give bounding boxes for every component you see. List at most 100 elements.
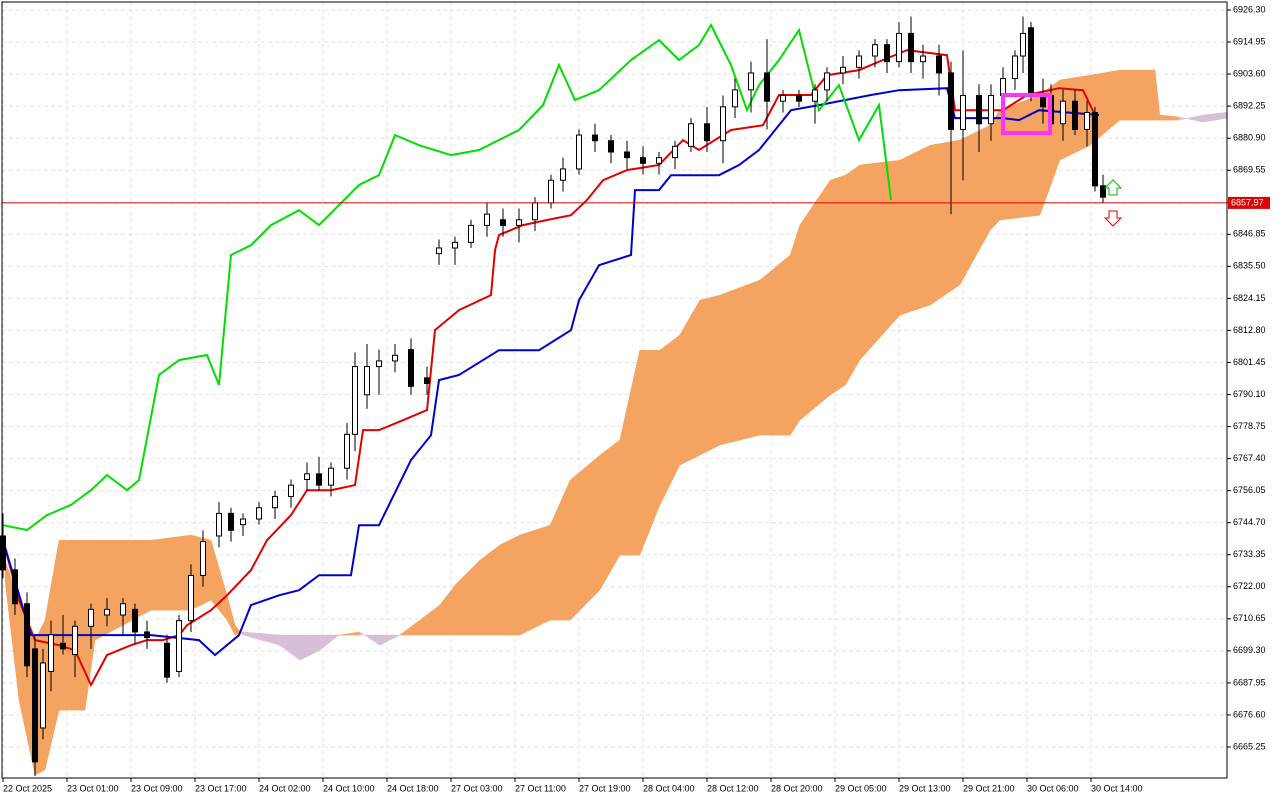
candle-body xyxy=(144,631,150,639)
candle-body xyxy=(500,219,506,226)
candle-body xyxy=(856,55,862,68)
candle-body xyxy=(1020,32,1026,57)
x-tick-label: 29 Oct 21:00 xyxy=(963,783,1015,793)
candle-body xyxy=(364,366,370,396)
candle-body xyxy=(872,44,878,57)
down-arrow xyxy=(1103,210,1123,227)
candle-body xyxy=(704,123,710,142)
x-tick-label: 28 Oct 20:00 xyxy=(771,783,823,793)
candle-body xyxy=(532,202,538,221)
x-tick-label: 27 Oct 11:00 xyxy=(515,783,566,793)
y-tick-label: 6699.30 xyxy=(1233,645,1266,655)
candle-body xyxy=(436,247,442,255)
candle-body xyxy=(120,603,126,616)
candle-body xyxy=(1092,111,1098,187)
y-tick-label: 6687.95 xyxy=(1233,677,1266,687)
candle-body xyxy=(0,535,6,571)
candle-body xyxy=(840,66,846,74)
candle-body xyxy=(176,620,182,672)
cloud-segment xyxy=(829,174,846,396)
candle-body xyxy=(256,507,262,520)
candle-body xyxy=(452,241,458,249)
y-tick-label: 6812.80 xyxy=(1233,325,1266,335)
candle-body xyxy=(812,89,818,102)
cloud-segment xyxy=(899,144,931,316)
y-tick-label: 6801.45 xyxy=(1233,357,1266,367)
x-tick-label: 22 Oct 2025 xyxy=(3,783,52,793)
candle-body xyxy=(72,625,78,656)
cloud-segment xyxy=(499,534,521,636)
candle-body xyxy=(228,512,234,531)
candle-body xyxy=(1072,100,1078,130)
axes: 6926.30 6914.95 6903.60 6892.25 6880.90 6869.… xyxy=(2,4,1270,793)
candle-body xyxy=(344,433,350,469)
x-tick-label: 27 Oct 03:00 xyxy=(451,783,503,793)
indicator-line xyxy=(2,49,1096,688)
highlight-box xyxy=(1001,93,1052,135)
candle-body xyxy=(720,106,726,142)
candle-body xyxy=(216,512,222,537)
x-tick-label: 29 Oct 13:00 xyxy=(899,783,951,793)
y-tick-label: 6846.85 xyxy=(1233,229,1266,239)
x-tick-label: 28 Oct 04:00 xyxy=(643,783,695,793)
y-tick-label: 6778.75 xyxy=(1233,421,1266,431)
candle-body xyxy=(272,495,278,509)
x-tick-label: 28 Oct 12:00 xyxy=(707,783,759,793)
cloud-segment xyxy=(150,534,192,611)
y-tick-label: 6744.70 xyxy=(1233,517,1266,527)
y-tick-label: 6914.95 xyxy=(1233,36,1266,46)
candle-body xyxy=(104,608,110,616)
x-tick-label: 30 Oct 06:00 xyxy=(1027,783,1079,793)
candle-body xyxy=(548,179,554,204)
last-price-label: 6857.97 xyxy=(1231,197,1264,207)
last-price-tag xyxy=(1228,196,1270,209)
x-tick-label: 24 Oct 02:00 xyxy=(259,783,311,793)
candle-body xyxy=(988,95,994,125)
x-tick-label: 24 Oct 18:00 xyxy=(387,783,439,793)
y-tick-label: 6835.50 xyxy=(1233,261,1266,271)
candle-body xyxy=(376,360,382,368)
candle-body xyxy=(516,219,522,226)
candle-body xyxy=(948,72,954,130)
cloud-segment xyxy=(759,254,791,436)
candle-body xyxy=(40,662,46,729)
candle-body xyxy=(576,134,582,170)
y-tick-label: 6790.10 xyxy=(1233,389,1266,399)
cloud-segment xyxy=(319,634,340,651)
candle-body xyxy=(240,518,246,526)
x-tick-label: 23 Oct 17:00 xyxy=(195,783,247,793)
candle-body xyxy=(352,366,358,435)
y-tick-label: 6676.60 xyxy=(1233,709,1266,719)
candle-body xyxy=(960,95,966,130)
candle-body xyxy=(1060,100,1066,125)
y-tick-label: 6767.40 xyxy=(1233,453,1266,463)
y-tick-label: 6710.65 xyxy=(1233,613,1266,623)
candle-body xyxy=(976,95,982,125)
candle-body xyxy=(304,473,310,480)
candle-body xyxy=(672,145,678,159)
x-tick-label: 23 Oct 09:00 xyxy=(131,783,183,793)
candle-body xyxy=(188,574,194,622)
cloud-segment xyxy=(379,634,400,646)
cloud-segment xyxy=(989,109,1001,231)
lines xyxy=(2,22,1100,688)
cloud-segment xyxy=(1119,69,1156,121)
candle-body xyxy=(164,642,170,678)
candles xyxy=(0,16,1106,776)
candle-body xyxy=(560,168,566,181)
candle-body xyxy=(896,32,902,63)
candle-body xyxy=(316,473,322,486)
candle-body xyxy=(392,354,398,362)
candle-body xyxy=(468,224,474,243)
cloud-segment xyxy=(699,294,721,456)
y-tick-label: 6722.00 xyxy=(1233,581,1266,591)
candle-body xyxy=(780,95,786,102)
candle-body xyxy=(732,89,738,108)
candle-body xyxy=(908,32,914,63)
cloud-segment xyxy=(929,139,961,306)
candle-body xyxy=(424,377,430,385)
cloud-segment xyxy=(845,164,861,386)
candle-body xyxy=(1012,55,1018,80)
indicator-line xyxy=(2,87,1100,657)
y-tick-label: 6892.25 xyxy=(1233,100,1266,110)
